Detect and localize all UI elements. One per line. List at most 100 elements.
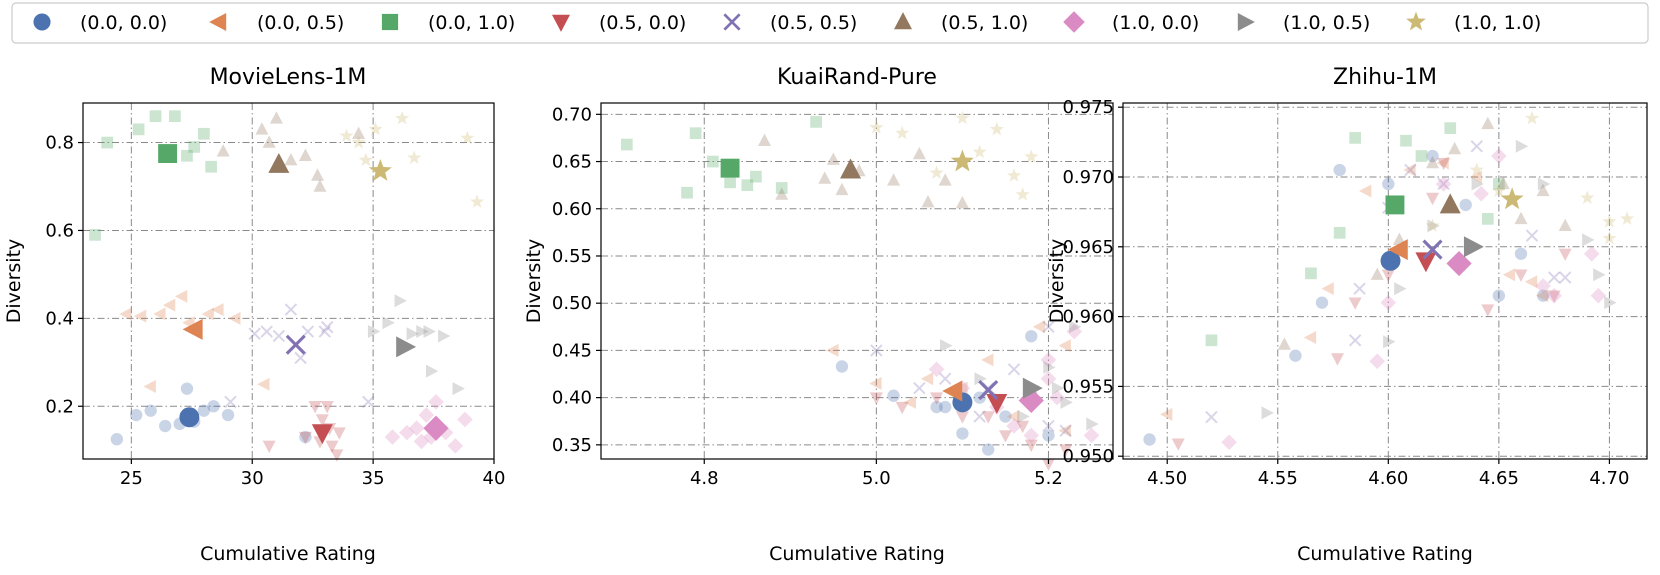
data-point bbox=[741, 179, 754, 192]
legend-marker-triangle-up bbox=[894, 12, 912, 30]
x-tick-label: 4.70 bbox=[1589, 468, 1629, 489]
data-point bbox=[460, 130, 475, 145]
data-point bbox=[1024, 439, 1038, 452]
data-point bbox=[818, 171, 832, 184]
mean-point bbox=[1500, 187, 1524, 210]
y-tick-label: 0.40 bbox=[552, 388, 592, 409]
data-point bbox=[1426, 149, 1439, 163]
legend-marker-square bbox=[381, 13, 399, 31]
data-point bbox=[1619, 211, 1635, 225]
data-point bbox=[162, 298, 176, 312]
data-point bbox=[1437, 157, 1451, 171]
data-point bbox=[930, 392, 944, 405]
data-point bbox=[1032, 320, 1046, 334]
data-point bbox=[869, 392, 883, 405]
data-point bbox=[1481, 304, 1495, 317]
data-point bbox=[1330, 353, 1344, 366]
data-point bbox=[1481, 116, 1495, 130]
data-point bbox=[1481, 213, 1494, 225]
data-point bbox=[1469, 170, 1482, 184]
data-point bbox=[1315, 296, 1329, 309]
legend-label: (0.5, 1.0) bbox=[941, 12, 1028, 34]
data-point bbox=[1349, 132, 1362, 144]
data-point bbox=[869, 376, 882, 390]
data-point bbox=[315, 414, 329, 427]
data-point bbox=[999, 410, 1012, 423]
data-point bbox=[1394, 282, 1407, 296]
data-point bbox=[1583, 245, 1600, 262]
plot-frame bbox=[600, 102, 1114, 460]
data-point bbox=[835, 360, 849, 373]
x-tick-label: 25 bbox=[120, 468, 143, 489]
legend-label: (0.5, 0.0) bbox=[599, 12, 686, 34]
data-point bbox=[358, 152, 373, 167]
y-tick-label: 0.60 bbox=[552, 199, 592, 220]
data-point bbox=[1261, 406, 1274, 420]
data-point bbox=[1040, 370, 1057, 387]
grid bbox=[1123, 103, 1647, 459]
legend-label: (0.0, 0.0) bbox=[80, 12, 167, 34]
data-point bbox=[1492, 289, 1506, 302]
data-point bbox=[132, 123, 145, 136]
legend-label: (1.0, 1.0) bbox=[1454, 12, 1541, 34]
data-point bbox=[1514, 269, 1528, 282]
data-point bbox=[197, 404, 211, 417]
data-point bbox=[1069, 320, 1082, 334]
data-point bbox=[1547, 290, 1561, 303]
data-point bbox=[368, 121, 383, 136]
data-point bbox=[1042, 429, 1055, 442]
mean-point bbox=[1439, 193, 1461, 214]
data-point bbox=[144, 404, 157, 417]
data-point bbox=[1383, 335, 1396, 349]
data-point bbox=[216, 144, 230, 157]
means bbox=[158, 144, 449, 445]
data-point bbox=[1493, 178, 1505, 190]
data-point bbox=[255, 122, 269, 135]
data-point bbox=[416, 325, 429, 339]
data-point bbox=[1333, 226, 1346, 239]
legend-item: (0.0, 0.0) bbox=[33, 12, 167, 34]
data-point bbox=[284, 152, 298, 166]
legend-marker-triangle-left bbox=[209, 13, 227, 31]
data-point bbox=[1426, 155, 1440, 169]
legend-item: (0.5, 0.0) bbox=[552, 12, 686, 34]
mean-point bbox=[182, 318, 203, 340]
ticks: 4.50 4.55 4.60 4.65 4.70 0.950 0.955 0.960 0.965… bbox=[1062, 97, 1629, 489]
data-point bbox=[408, 420, 425, 437]
data-point bbox=[955, 195, 969, 209]
y-tick-label: 0.975 bbox=[1062, 97, 1114, 118]
data-point bbox=[1042, 320, 1055, 334]
data-point bbox=[1380, 294, 1397, 311]
data-point bbox=[447, 438, 464, 454]
data-point bbox=[1348, 334, 1362, 347]
mean-point bbox=[840, 158, 862, 179]
x-tick-label: 5.2 bbox=[1034, 468, 1063, 489]
data-point bbox=[974, 372, 987, 386]
data-point bbox=[228, 311, 241, 325]
data-point bbox=[1040, 352, 1057, 368]
data-point bbox=[1060, 395, 1073, 409]
data-point bbox=[681, 186, 693, 199]
y-tick-label: 0.35 bbox=[552, 435, 592, 456]
data-point bbox=[1469, 162, 1484, 177]
data-point bbox=[1058, 424, 1071, 438]
data-point bbox=[1058, 339, 1071, 353]
ticks: 4.8 5.0 5.2 0.35 0.40 0.45 0.50 0.55 0.60 0.65 0.7… bbox=[552, 104, 1063, 489]
data-point bbox=[413, 433, 430, 450]
data-point bbox=[757, 133, 771, 146]
x-tick-label: 4.50 bbox=[1147, 468, 1187, 489]
data-point bbox=[437, 424, 454, 441]
data-point bbox=[1348, 297, 1362, 310]
data-point bbox=[1502, 268, 1516, 282]
data-point bbox=[826, 152, 840, 165]
data-point bbox=[257, 377, 270, 391]
legend-item: (0.5, 1.0) bbox=[894, 12, 1028, 34]
data-point bbox=[1016, 420, 1030, 434]
data-point bbox=[1444, 122, 1457, 134]
data-point bbox=[1007, 363, 1021, 376]
points bbox=[1143, 110, 1635, 451]
data-point bbox=[1580, 190, 1595, 204]
data-point bbox=[248, 327, 261, 340]
data-point bbox=[320, 401, 334, 414]
data-point bbox=[423, 325, 436, 339]
